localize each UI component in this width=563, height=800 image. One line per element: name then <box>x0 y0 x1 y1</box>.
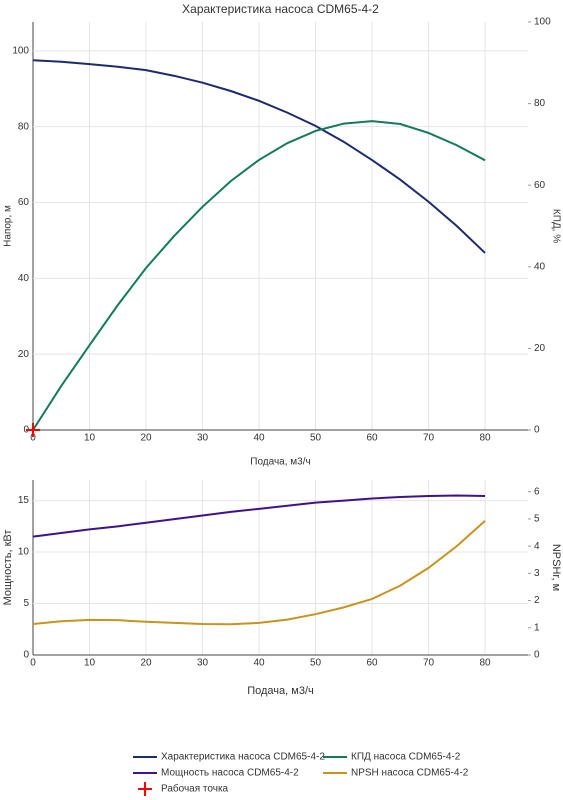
y-tick-label: 5 <box>23 598 29 609</box>
y-tick-label: 15 <box>18 495 30 506</box>
legend-swatch <box>138 782 152 796</box>
y-axis-title: Мощность, кВт <box>2 530 14 606</box>
y-tick-label: 40 <box>18 273 30 284</box>
x-tick-label: 0 <box>30 658 36 669</box>
y2-tick-label: 40 <box>534 261 546 272</box>
y2-tick-label: 5 <box>534 514 540 525</box>
y2-tick-label: 3 <box>534 568 540 579</box>
x-tick-label: 0 <box>30 433 36 444</box>
y2-tick-label: 0 <box>534 425 540 436</box>
x-tick-label: 60 <box>366 658 378 669</box>
y-tick-label: 80 <box>18 121 30 132</box>
legend-label: Мощность насоса CDM65-4-2 <box>161 768 299 779</box>
legend-label: NPSH насоса CDM65-4-2 <box>351 768 469 779</box>
y2-tick-label: 60 <box>534 180 546 191</box>
y2-tick-label: 4 <box>534 541 540 552</box>
series-line <box>32 120 486 431</box>
y-tick-label: 0 <box>23 650 29 661</box>
x-tick-label: 50 <box>310 658 322 669</box>
legend-label: КПД насоса CDM65-4-2 <box>351 752 461 763</box>
x-tick-label: 10 <box>84 658 96 669</box>
marker <box>26 423 40 437</box>
y2-tick-label: 6 <box>534 486 540 497</box>
x-tick-label: 10 <box>84 433 96 444</box>
y2-axis-title: КПД, % <box>550 209 561 243</box>
x-axis-title: Подача, м3/ч <box>250 457 310 468</box>
y-axis-title: Напор, м <box>3 205 14 247</box>
x-tick-label: 60 <box>366 433 378 444</box>
series-line <box>32 494 486 538</box>
x-tick-label: 20 <box>140 658 152 669</box>
x-tick-label: 70 <box>423 433 435 444</box>
series-line <box>32 59 486 254</box>
x-tick-label: 20 <box>140 433 152 444</box>
legend-label: Характеристика насоса CDM65-4-2 <box>161 752 325 763</box>
y-tick-label: 10 <box>18 547 30 558</box>
legend-label: Рабочая точка <box>161 783 229 795</box>
x-tick-label: 70 <box>423 658 435 669</box>
chart-title: Характеристика насоса CDM65-4-2 <box>182 2 379 16</box>
y2-tick-label: 2 <box>534 595 540 606</box>
y2-tick-label: 0 <box>534 650 540 661</box>
y-tick-label: 60 <box>18 197 30 208</box>
x-tick-label: 30 <box>197 433 209 444</box>
x-axis-title: Подача, м3/ч <box>247 685 314 697</box>
x-tick-label: 30 <box>197 658 209 669</box>
y2-tick-label: 80 <box>534 98 546 109</box>
x-tick-label: 40 <box>253 433 265 444</box>
series-line <box>32 520 486 626</box>
y2-tick-label: 20 <box>534 343 546 354</box>
x-tick-label: 50 <box>310 433 322 444</box>
y-tick-label: 20 <box>18 349 30 360</box>
y2-axis-title: NPSHr, м <box>550 544 562 591</box>
x-tick-label: 80 <box>479 658 491 669</box>
y2-tick-label: 100 <box>534 17 551 28</box>
x-tick-label: 40 <box>253 658 265 669</box>
y-tick-label: 100 <box>12 45 29 56</box>
y2-tick-label: 1 <box>534 622 540 633</box>
x-tick-label: 80 <box>479 433 491 444</box>
